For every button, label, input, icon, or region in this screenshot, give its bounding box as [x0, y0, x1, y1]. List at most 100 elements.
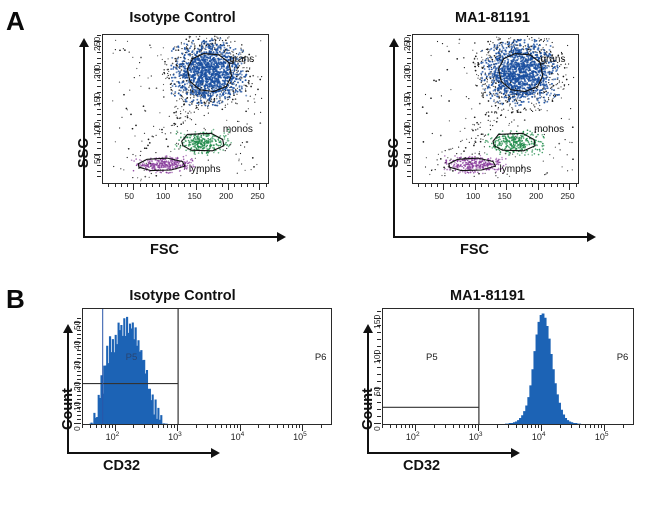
y-axis-arrow-head [63, 324, 73, 333]
x-axis-tick [493, 183, 495, 187]
x-axis-tick [214, 424, 216, 428]
x-axis-tick-label: 102 [405, 431, 420, 442]
y-axis-tick [407, 142, 411, 144]
x-axis-tick [462, 183, 464, 187]
x-axis-tick [190, 183, 192, 187]
x-axis-tick [382, 424, 383, 428]
x-axis-tick-label: 50 [434, 191, 444, 201]
x-axis-tick [537, 183, 539, 190]
x-axis-tick [100, 424, 102, 428]
cluster-label-monos: monos [534, 124, 565, 136]
y-axis-tick [377, 332, 381, 334]
x-axis-tick-label: 150 [187, 191, 202, 201]
x-axis-tick-label: 250 [560, 191, 575, 201]
x-axis-tick [215, 183, 217, 187]
gate-outline-grans [498, 53, 544, 93]
x-axis-tick [525, 183, 527, 187]
x-axis-tick [259, 183, 261, 190]
plot-title: Isotype Control [129, 288, 236, 304]
cluster-label-grans: grans [540, 53, 566, 65]
x-axis-tick [114, 183, 116, 187]
plot-title: MA1-81191 [450, 288, 525, 304]
histogram-plot-area [382, 308, 634, 425]
x-axis-tick [171, 183, 173, 187]
x-axis-tick [196, 183, 198, 190]
x-axis-tick [389, 424, 391, 428]
y-axis-tick [77, 354, 81, 356]
y-axis-arrow-head [389, 38, 399, 47]
y-axis-tick [377, 311, 381, 313]
y-axis-title: SSC [76, 138, 92, 168]
panel-letter-a: A [6, 6, 25, 36]
x-axis-tick [468, 424, 470, 428]
population-grans [170, 37, 248, 107]
x-axis-tick [500, 183, 502, 187]
x-axis-tick-label: 102 [105, 431, 120, 442]
x-axis-tick [127, 183, 129, 187]
x-axis-tick [288, 424, 290, 428]
x-axis-tick [240, 183, 242, 187]
y-axis-tick [374, 388, 381, 390]
x-axis-tick [477, 424, 479, 431]
y-axis-tick-label: 150 [402, 93, 412, 108]
y-axis-tick [97, 131, 101, 133]
x-axis-tick [144, 424, 146, 428]
x-axis-title: CD32 [103, 458, 141, 474]
y-axis-tick-label: 150 [372, 315, 382, 330]
x-axis-arrow-head [277, 232, 286, 242]
x-axis-tick [531, 424, 533, 428]
x-axis-tick [506, 183, 508, 190]
x-axis-tick [82, 424, 83, 428]
y-axis-tick [97, 52, 101, 54]
y-axis-tick-label: 100 [92, 121, 102, 136]
x-axis-tick [570, 424, 572, 428]
x-axis-tick [569, 183, 571, 190]
y-axis-tick [404, 69, 411, 71]
x-axis-tick [463, 424, 465, 428]
y-axis-tick [94, 69, 101, 71]
x-axis-tick [424, 183, 426, 187]
y-axis-tick [407, 35, 411, 37]
x-axis-tick [177, 424, 179, 431]
y-axis-tick [407, 176, 411, 178]
x-axis-tick [526, 424, 528, 428]
population-grans [480, 38, 560, 107]
x-axis-tick [229, 424, 231, 428]
y-axis-tick [74, 423, 81, 424]
x-axis-tick [206, 424, 208, 428]
y-axis-tick-label: 40 [72, 340, 82, 351]
scatter-plot-isotype-control: Isotype Control SSC FSC 50 100 150 200 250 50… [60, 8, 320, 270]
y-axis-arrow-head [79, 38, 89, 47]
x-axis-tick [408, 424, 410, 428]
x-axis-tick [174, 424, 176, 428]
x-axis-tick [299, 424, 301, 428]
y-axis-tick [97, 165, 101, 167]
y-axis-tick [407, 46, 411, 48]
x-axis-arrow-head [211, 448, 220, 458]
x-axis-tick [183, 183, 185, 187]
y-axis-arrow-line [367, 332, 369, 452]
y-axis-tick [97, 46, 101, 48]
y-axis-tick [407, 131, 411, 133]
x-axis-title: FSC [460, 242, 489, 258]
gate-label-p6: P6 [314, 351, 327, 363]
x-axis-arrow-line [83, 236, 278, 238]
x-axis-tick [519, 183, 521, 187]
x-axis-tick [405, 424, 407, 428]
x-axis-tick [556, 183, 558, 187]
x-axis-tick [120, 183, 122, 187]
x-axis-tick [177, 183, 179, 187]
y-axis-tick [97, 80, 101, 82]
x-axis-tick [584, 424, 586, 428]
gate-outline-monos [181, 132, 225, 152]
x-axis-tick [302, 424, 304, 431]
gate-label-p5: P5 [125, 351, 138, 363]
x-axis-tick-label: 200 [218, 191, 234, 201]
x-axis-tick [589, 424, 591, 428]
x-axis-tick [400, 424, 402, 428]
y-axis-tick-label: 200 [402, 64, 412, 80]
y-axis-tick [374, 353, 381, 355]
cluster-label-lymphs: lymphs [499, 164, 532, 176]
scatter-points [421, 35, 575, 179]
y-axis-tick [77, 338, 81, 340]
